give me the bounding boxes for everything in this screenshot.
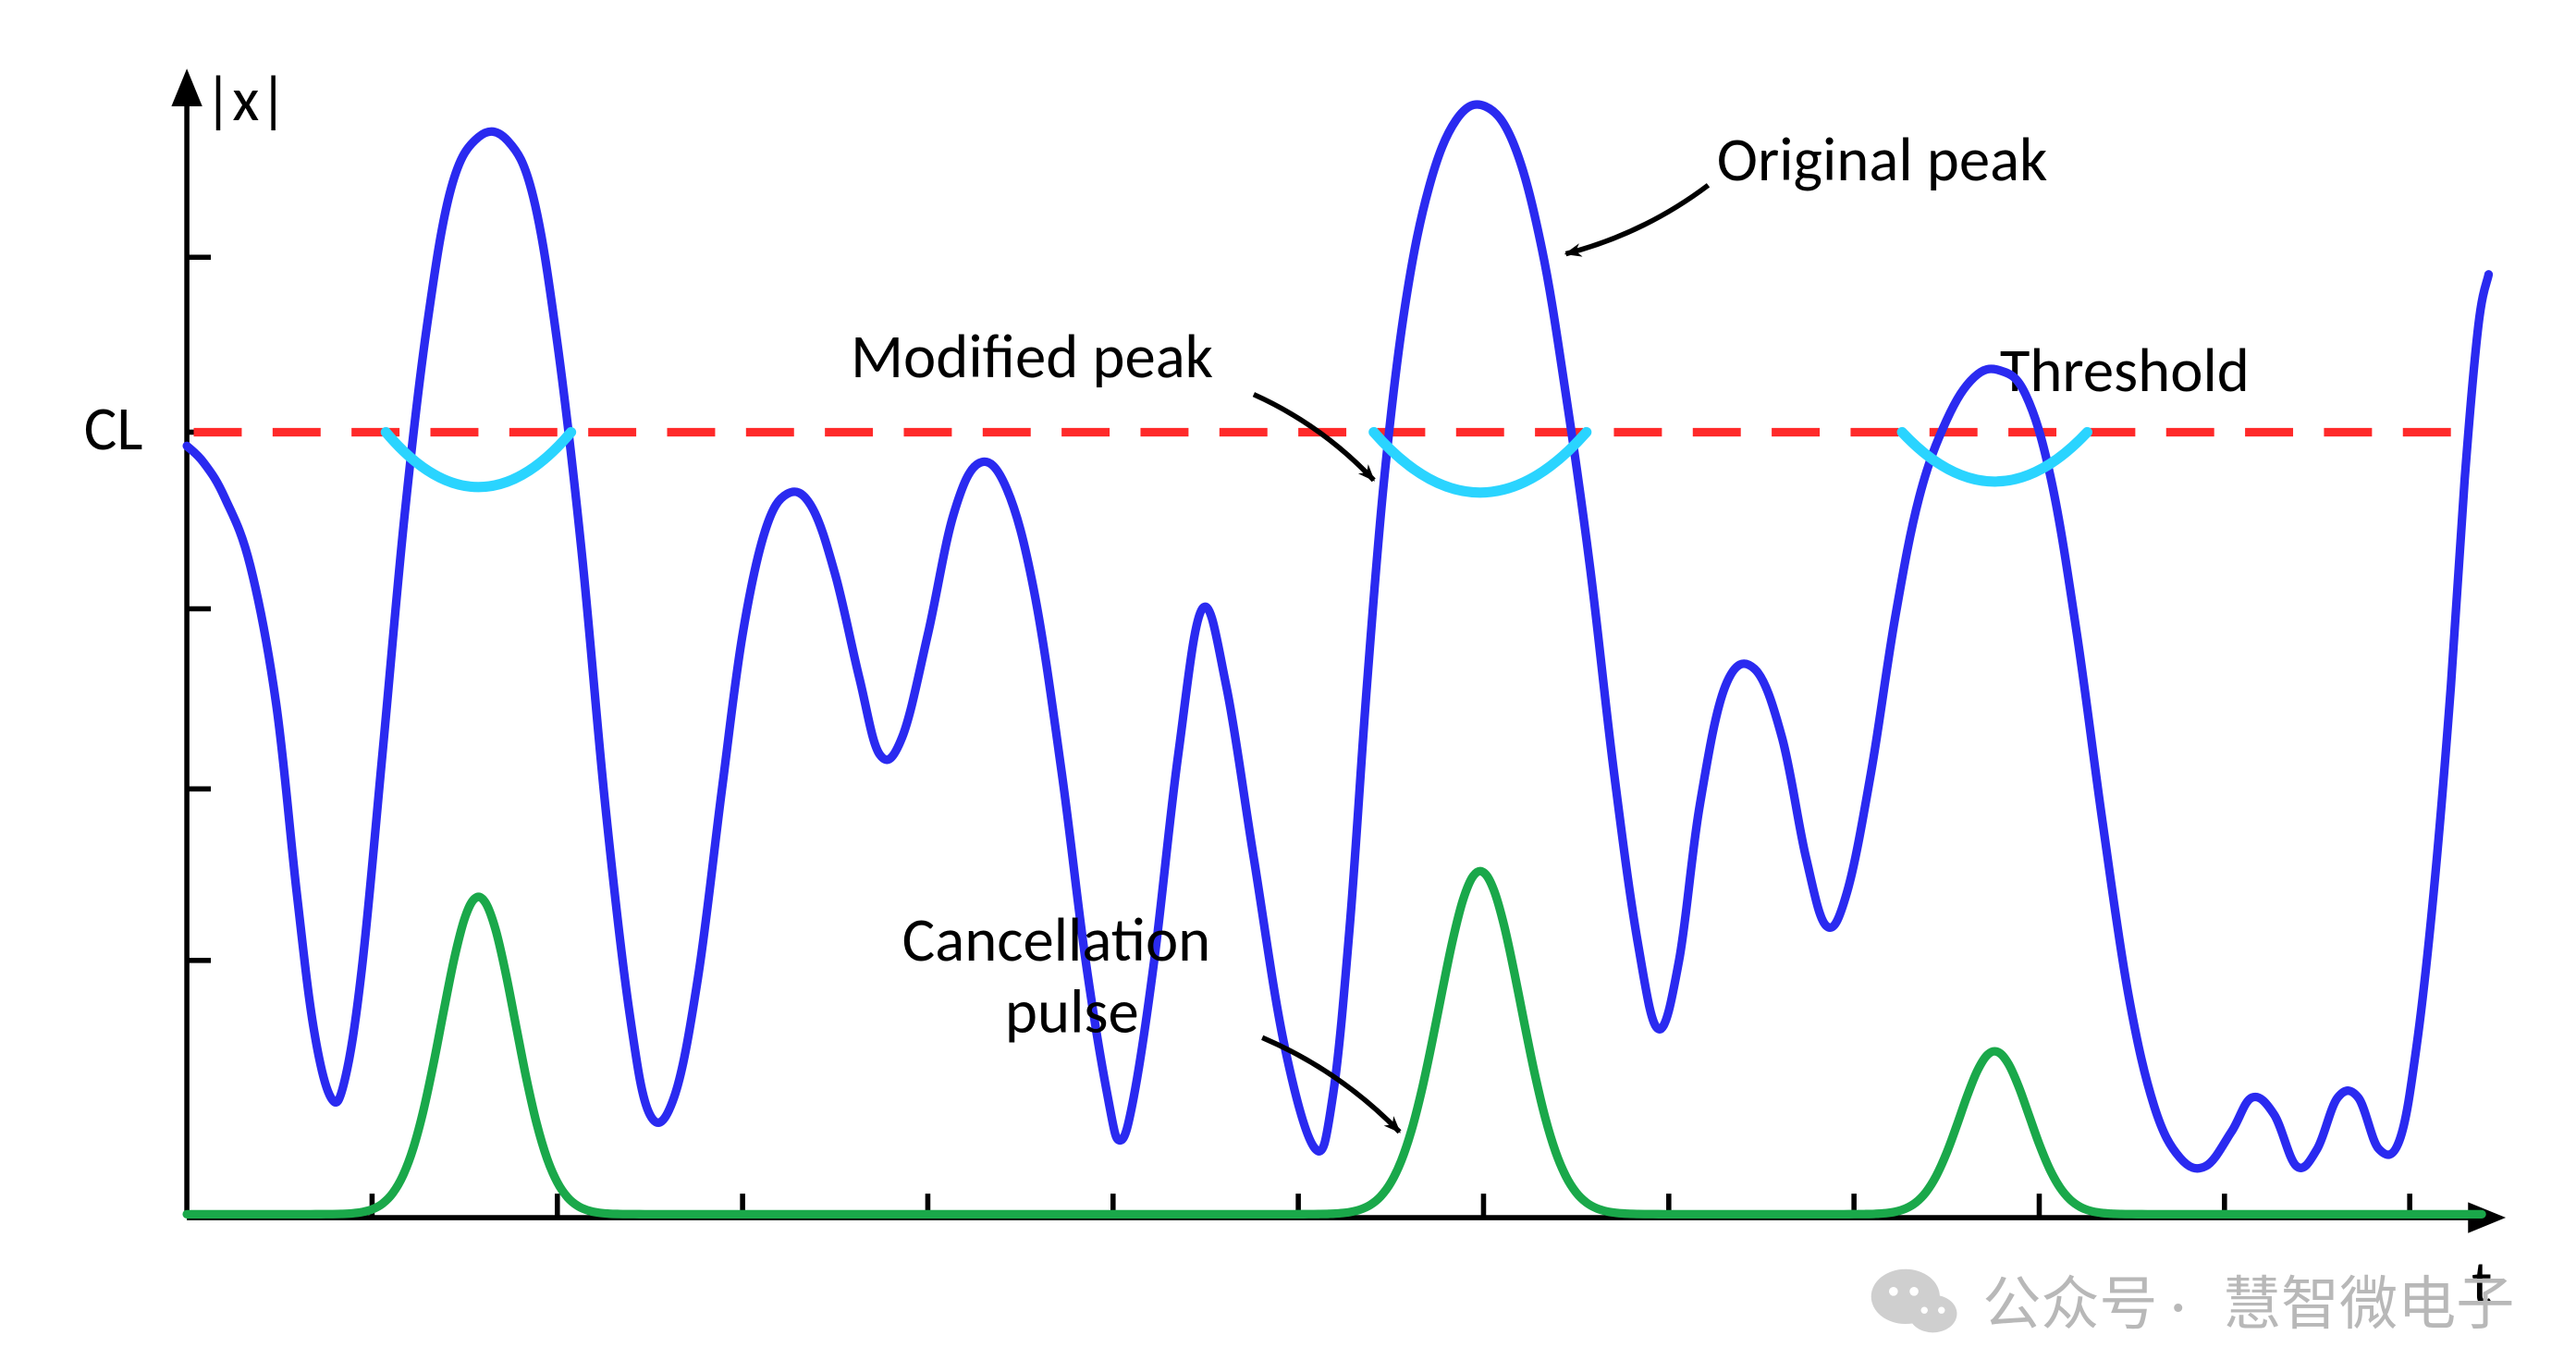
watermark-text-1: 公众号 ·: [1982, 1268, 2185, 1340]
y-axis-arrowhead: [171, 68, 202, 106]
modified-peak-arc: [1374, 432, 1587, 492]
original-peak-label: Original peak: [1717, 121, 2048, 197]
cancellation-pulse-label: pulse: [1005, 974, 1139, 1049]
watermark-text-2: 慧智微电子: [2223, 1268, 2514, 1340]
threshold-label: Threshold: [2000, 332, 2250, 408]
cl-label: CL: [84, 390, 143, 466]
wechat-icon: [1871, 1269, 1957, 1333]
modified-peak-arrow: [1254, 395, 1374, 481]
chart-svg: |x|tThresholdCLOriginal peakModified pea…: [0, 0, 2576, 1372]
y-axis-label: |x|: [204, 61, 288, 137]
cancellation-pulse-label: Cancellation: [902, 901, 1211, 977]
chart-container: |x|tThresholdCLOriginal peakModified pea…: [0, 0, 2576, 1372]
modified-peak-label: Modified peak: [851, 318, 1213, 394]
original-peak-arrow: [1566, 185, 1709, 253]
original-signal-curve: [187, 104, 2488, 1169]
